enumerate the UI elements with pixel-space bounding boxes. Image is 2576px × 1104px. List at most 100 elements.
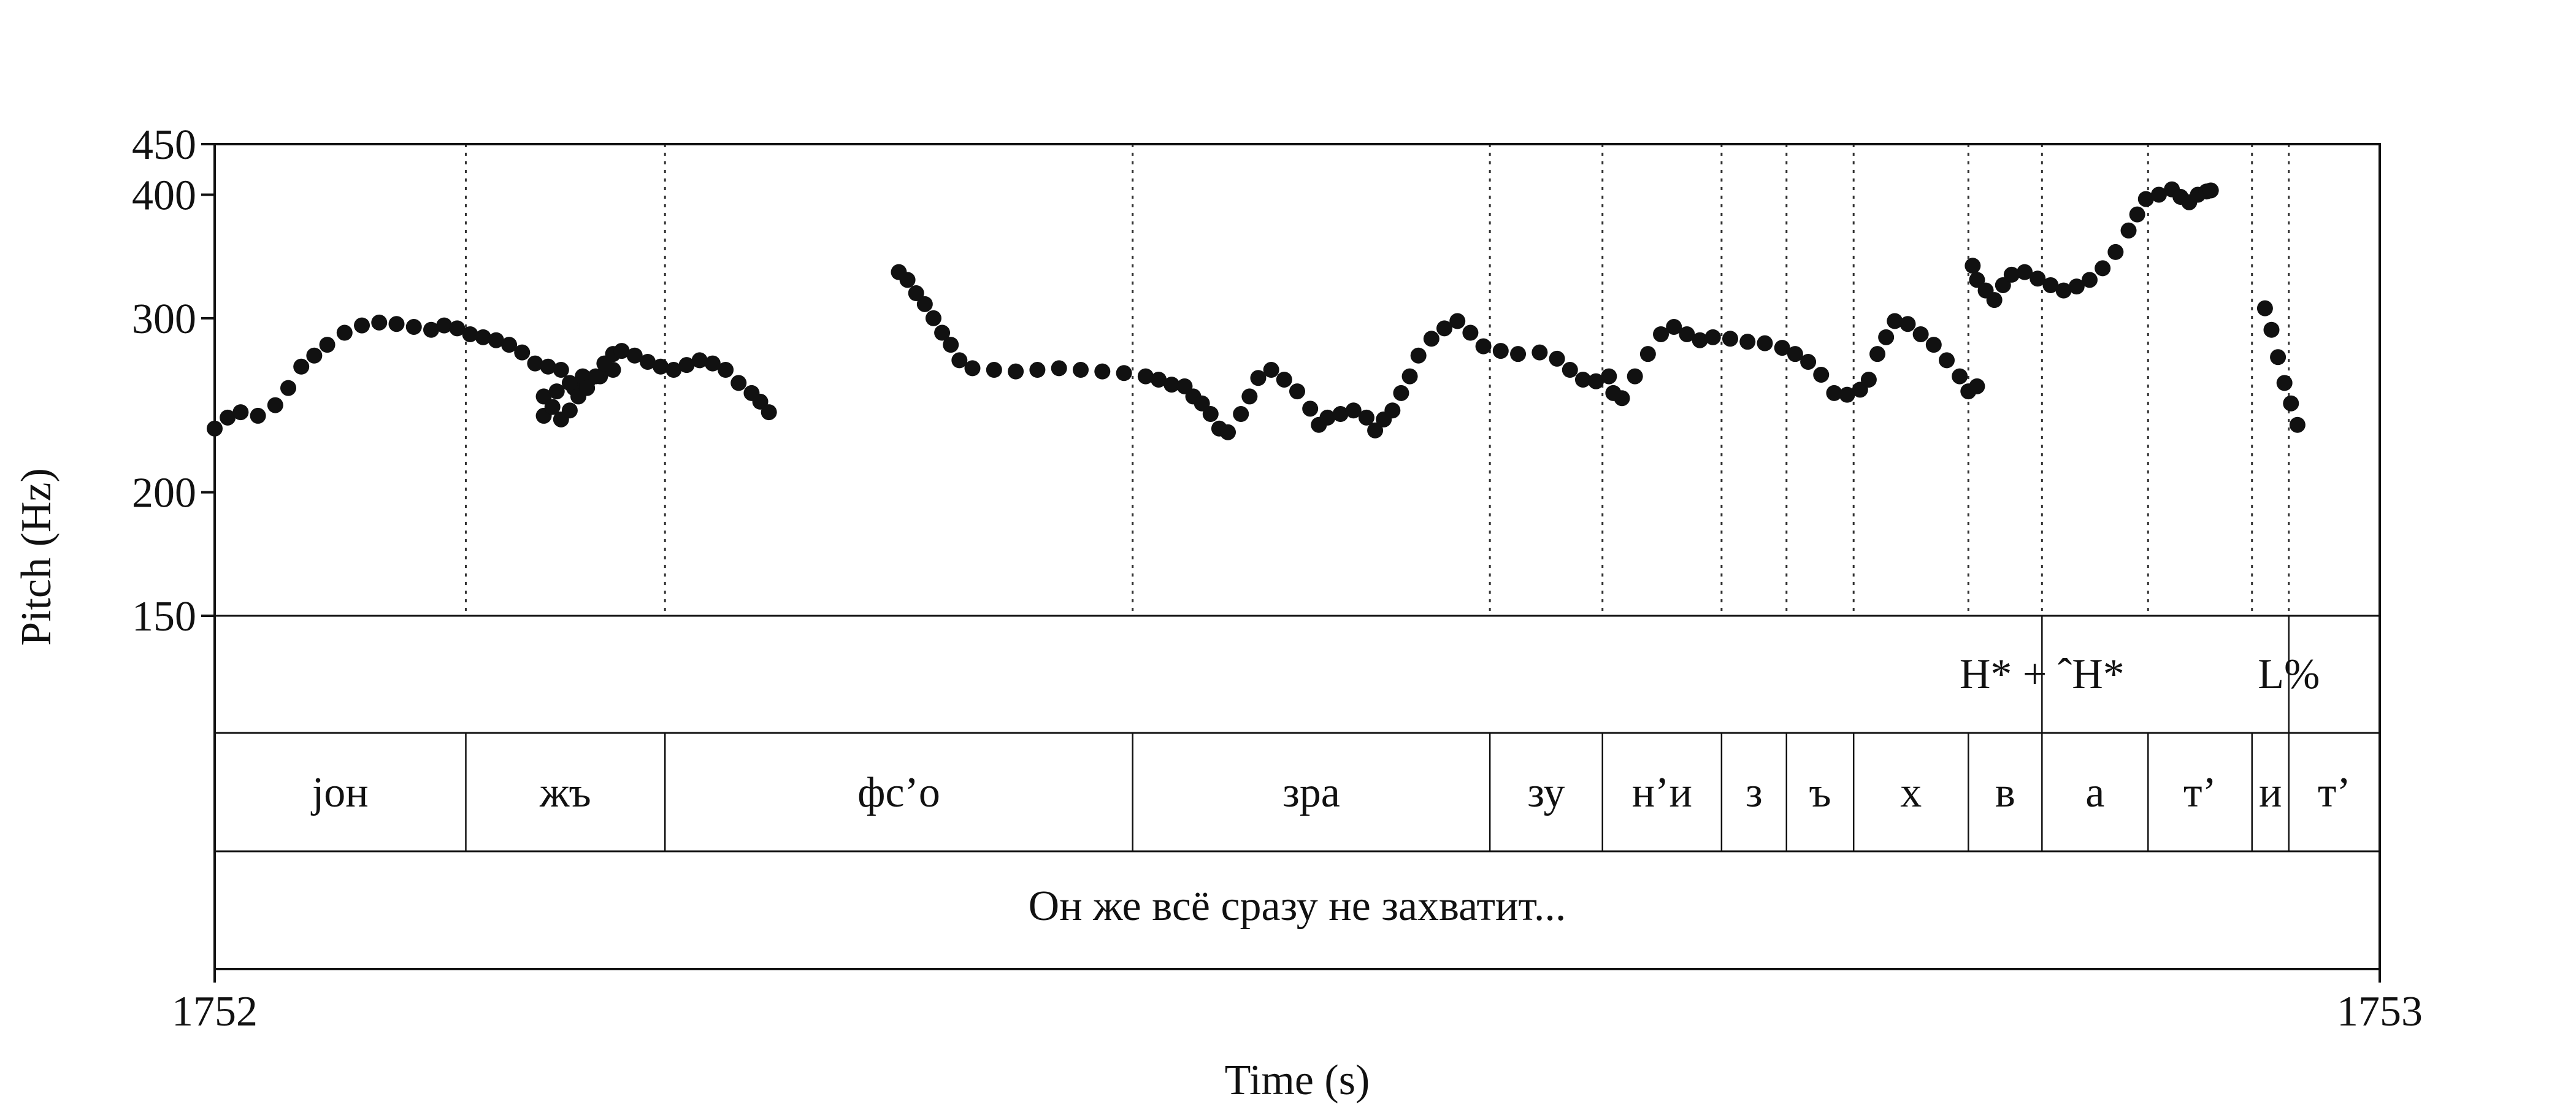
pitch-point bbox=[1952, 368, 1968, 385]
pitch-point bbox=[1627, 368, 1643, 385]
y-tick-label: 300 bbox=[132, 296, 196, 343]
pitch-point bbox=[1436, 320, 1453, 337]
pitch-point bbox=[1757, 335, 1773, 351]
pitch-point bbox=[405, 318, 422, 335]
segment-label: ъ bbox=[1809, 769, 1831, 816]
pitch-point bbox=[336, 324, 353, 341]
segment-label: т’ bbox=[2183, 769, 2217, 816]
pitch-point bbox=[1475, 338, 1492, 355]
pitch-point bbox=[561, 375, 578, 391]
pitch-point bbox=[1653, 326, 1669, 342]
pitch-point bbox=[2120, 222, 2137, 239]
x-tick-label: 1753 bbox=[2337, 988, 2423, 1035]
pitch-point bbox=[2030, 270, 2046, 287]
pitch-point bbox=[548, 383, 565, 400]
segment-label: а bbox=[2085, 769, 2104, 816]
segment-label: жъ bbox=[539, 769, 591, 816]
tones-tier: H* + ˆH* L% bbox=[1960, 616, 2320, 733]
pitch-point bbox=[540, 358, 556, 375]
pitch-point bbox=[1969, 272, 1985, 288]
pitch-point bbox=[1839, 386, 1855, 403]
pitch-point bbox=[1401, 368, 1418, 385]
pitch-point bbox=[1925, 337, 1942, 353]
pitch-point bbox=[2042, 277, 2059, 293]
segments-tier: jон жъ фс’о зра зу н’и з ъ х в а т’ и т’ bbox=[310, 733, 2351, 851]
pitch-point bbox=[1774, 340, 1790, 356]
pitch-point bbox=[588, 368, 604, 385]
pitch-point bbox=[267, 397, 283, 413]
segment-label: в bbox=[1995, 769, 2015, 816]
x-axis-label: Time (s) bbox=[1225, 1057, 1370, 1104]
pitch-point bbox=[704, 355, 721, 372]
pitch-point bbox=[250, 407, 266, 424]
pitch-point bbox=[1029, 362, 1046, 378]
segment-label: jон bbox=[310, 769, 369, 816]
pitch-point bbox=[752, 393, 769, 410]
pitch-point bbox=[1345, 402, 1362, 419]
pitch-point bbox=[488, 332, 504, 348]
pitch-point bbox=[1008, 363, 1024, 380]
pitch-point bbox=[908, 285, 924, 302]
x-axis: 1752 1753 bbox=[172, 969, 2423, 1035]
pitch-point bbox=[1531, 344, 1548, 361]
pitch-point bbox=[319, 337, 335, 353]
pitch-point bbox=[1410, 347, 1427, 364]
pitch-point bbox=[220, 409, 236, 426]
pitch-point bbox=[293, 358, 310, 375]
pitch-point bbox=[501, 337, 518, 353]
pitch-point bbox=[1194, 395, 1210, 412]
pitch-point bbox=[1276, 371, 1292, 388]
pitch-point bbox=[943, 337, 959, 353]
pitch-point bbox=[1423, 331, 1439, 347]
pitch-point bbox=[1492, 343, 1509, 359]
boundary-lines bbox=[464, 144, 2290, 616]
pitch-point bbox=[2289, 416, 2306, 433]
pitch-point bbox=[462, 326, 478, 342]
pitch-point bbox=[1319, 409, 1336, 426]
pitch-point bbox=[1969, 378, 1985, 394]
pitch-point bbox=[561, 402, 578, 419]
y-tick-label: 200 bbox=[132, 470, 196, 517]
pitch-point bbox=[2055, 282, 2072, 299]
pitch-point bbox=[232, 404, 249, 421]
pitch-point bbox=[1073, 362, 1089, 378]
pitch-point bbox=[1241, 388, 1258, 405]
pitch-point bbox=[475, 329, 491, 345]
pitch-point bbox=[1163, 377, 1180, 393]
segment-label: х bbox=[1900, 769, 1922, 816]
pitch-point bbox=[718, 362, 734, 378]
pitch-point bbox=[449, 320, 466, 337]
pitch-point bbox=[986, 362, 1002, 378]
pitch-point bbox=[730, 375, 747, 391]
pitch-point bbox=[1289, 383, 1305, 400]
pitch-point bbox=[1887, 313, 1903, 329]
pitch-point bbox=[1986, 292, 2003, 309]
segment-label: т’ bbox=[2318, 769, 2351, 816]
pitch-point bbox=[1965, 258, 1981, 274]
pitch-point bbox=[1263, 362, 1279, 378]
pitch-point bbox=[665, 362, 682, 378]
pitch-point bbox=[423, 321, 439, 338]
pitch-point bbox=[1393, 385, 1409, 401]
pitch-point bbox=[1562, 362, 1578, 378]
x-tick-label: 1752 bbox=[172, 988, 258, 1035]
y-tick-label: 450 bbox=[132, 121, 196, 169]
segment-label: фс’о bbox=[857, 769, 940, 816]
pitch-point bbox=[1601, 368, 1617, 385]
y-tick-label: 150 bbox=[132, 593, 196, 640]
pitch-point bbox=[2137, 191, 2154, 207]
pitch-point bbox=[653, 358, 669, 375]
pitch-point bbox=[761, 404, 777, 421]
pitch-point bbox=[2276, 375, 2293, 391]
pitch-point bbox=[436, 317, 453, 334]
pitch-point bbox=[388, 316, 405, 332]
pitch-point bbox=[354, 317, 370, 334]
pitch-point bbox=[1869, 346, 1886, 362]
pitch-point bbox=[544, 399, 561, 415]
pitch-point bbox=[2270, 349, 2287, 366]
pitch-point bbox=[2283, 395, 2299, 412]
pitch-point bbox=[899, 272, 916, 288]
tone-label: H* + ˆH* bbox=[1960, 651, 2125, 698]
